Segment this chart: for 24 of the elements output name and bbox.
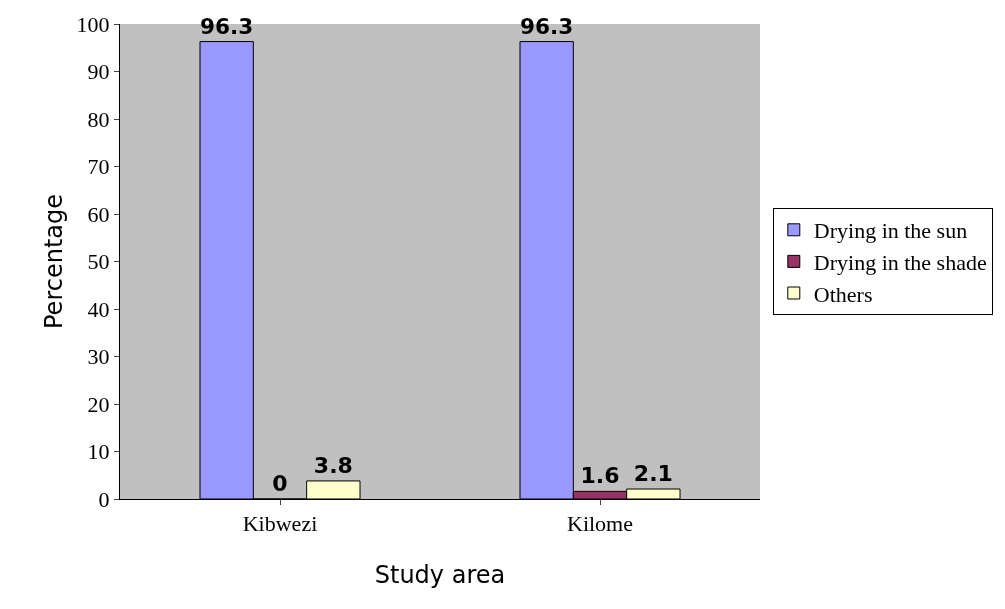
x-tick-label: Kibwezi (242, 511, 318, 537)
y-tick-label: 60 (87, 201, 110, 227)
y-tick-label: 90 (87, 59, 110, 85)
legend-label: Drying in the sun (813, 218, 968, 244)
y-tick-label: 80 (87, 106, 110, 132)
y-tick-label: 70 (87, 154, 110, 180)
y-tick-label: 10 (87, 439, 110, 465)
x-tick-label: Kilome (567, 511, 633, 537)
y-tick-label: 0 (98, 486, 110, 512)
data-label: 1.6 (580, 463, 620, 489)
legend-label: Drying in the shade (813, 249, 987, 275)
y-axis-title: Percentage (40, 193, 68, 330)
data-label: 3.8 (313, 452, 353, 478)
y-tick-label: 50 (87, 249, 110, 275)
y-tick-label: 30 (87, 344, 110, 370)
data-label: 96.3 (200, 13, 254, 39)
x-axis-title: Study area (374, 560, 506, 589)
data-label: 2.1 (633, 461, 673, 487)
y-tick-label: 40 (87, 296, 110, 322)
legend-label: Others (813, 281, 873, 307)
data-label: 0 (272, 471, 288, 496)
y-tick-label: 100 (76, 11, 110, 37)
y-tick-label: 20 (87, 391, 110, 417)
data-label: 96.3 (520, 13, 574, 39)
